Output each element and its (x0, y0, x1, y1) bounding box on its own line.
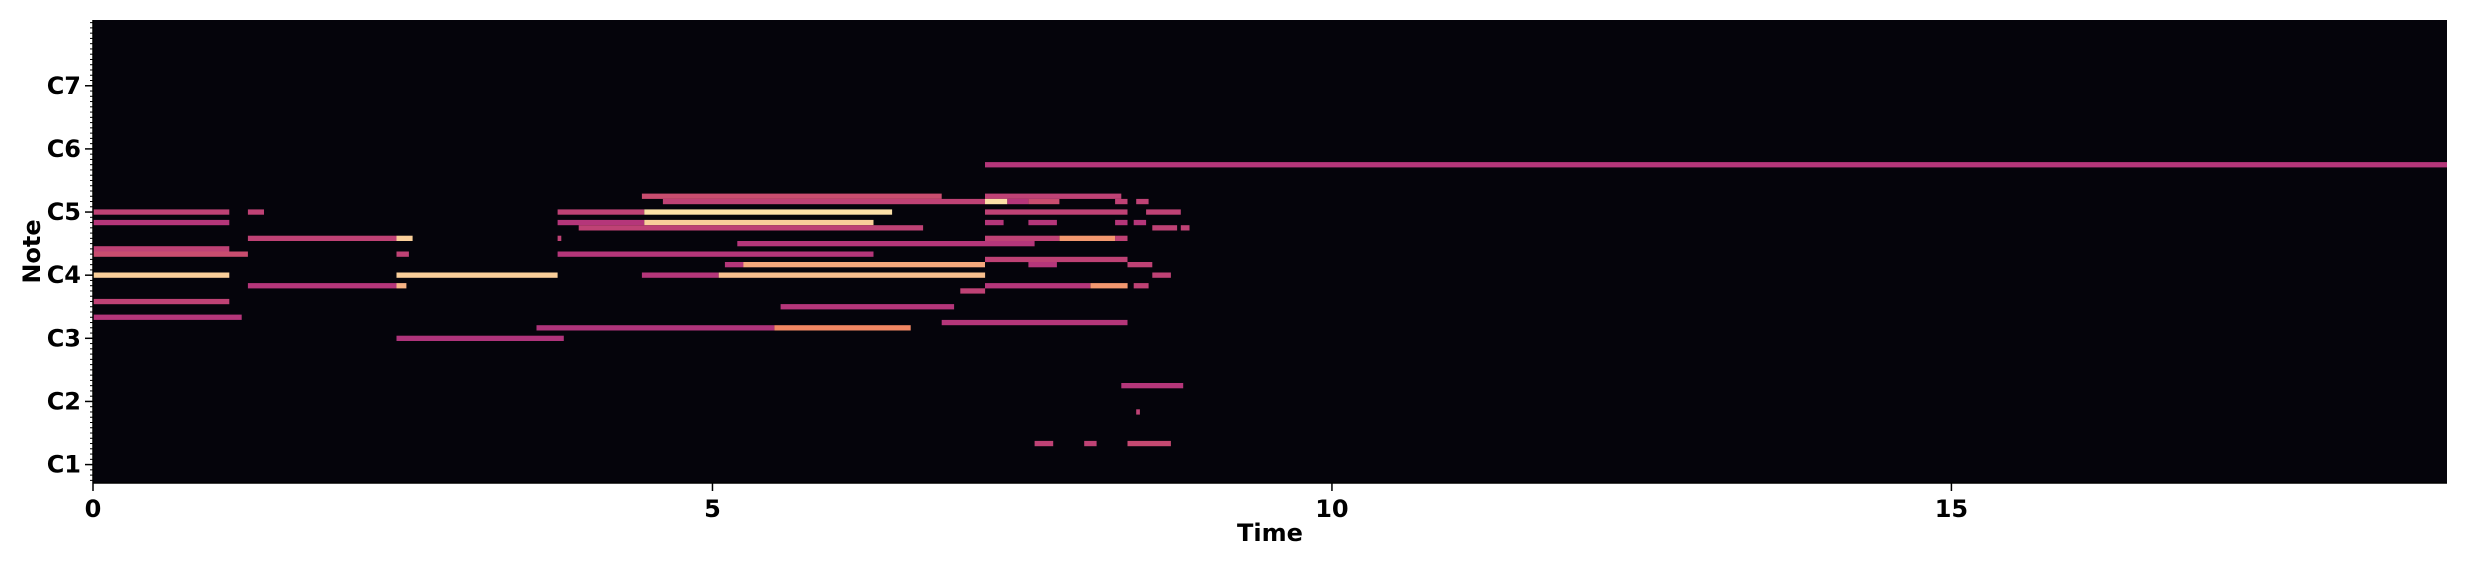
x-tick-label: 5 (704, 495, 721, 523)
note-bar (1136, 198, 1149, 205)
note-bar (780, 304, 955, 310)
note-bar (557, 251, 874, 257)
note-bar (1136, 409, 1140, 415)
note-bar (641, 193, 942, 199)
note-bar (578, 225, 924, 231)
note-bar (985, 283, 1091, 289)
note-bar (737, 241, 1035, 247)
y-tick-label: C1 (47, 451, 81, 479)
note-bar (93, 251, 248, 257)
y-tick-label: C2 (47, 387, 81, 415)
note-bar (396, 272, 558, 278)
y-axis-ticks: C1 C2 C3 C4 C5 C6 C7 (47, 72, 93, 479)
note-bar (985, 235, 1060, 241)
note-bar (1115, 219, 1128, 226)
note-bar (396, 235, 413, 241)
note-bar (247, 235, 397, 241)
note-bar (247, 283, 397, 289)
note-bar (1133, 283, 1149, 289)
note-bar (985, 162, 2447, 168)
note-bar (93, 314, 242, 320)
note-bar (985, 209, 1128, 215)
note-bar (1007, 198, 1029, 205)
note-bar (1127, 440, 1171, 447)
note-bar (536, 325, 775, 331)
note-bar (743, 262, 985, 268)
note-bar (1115, 235, 1128, 241)
note-bar (644, 209, 893, 215)
y-axis-label: Note (18, 219, 46, 283)
note-bar (1034, 440, 1054, 447)
y-tick-label: C7 (47, 72, 81, 100)
y-tick-label: C4 (47, 261, 81, 289)
x-tick-label: 10 (1315, 495, 1348, 523)
note-bar (941, 319, 1128, 326)
note-bar (1121, 383, 1184, 389)
note-bar (557, 219, 645, 226)
y-tick-label: C5 (47, 198, 81, 226)
note-bar (93, 209, 230, 215)
note-bar (93, 246, 230, 252)
note-bar (985, 256, 1128, 263)
plot-area (93, 20, 2447, 483)
note-bar (1146, 209, 1181, 215)
note-bar (985, 219, 1004, 226)
x-axis-ticks: 0 5 10 15 (85, 483, 1968, 523)
note-bar (985, 198, 1008, 205)
note-bar (1090, 283, 1128, 289)
note-bar (93, 219, 230, 226)
note-bar (1152, 272, 1171, 278)
note-bar (396, 335, 564, 341)
note-bar (396, 251, 409, 257)
note-bar (93, 298, 230, 305)
note-bar (247, 209, 264, 215)
note-bar (774, 325, 911, 331)
note-bar (1084, 440, 1097, 447)
note-bar (396, 283, 407, 289)
note-bar (1028, 219, 1057, 226)
note-bar (985, 193, 1122, 199)
note-bar (641, 272, 719, 278)
note-bar (718, 272, 986, 278)
notes-layer (93, 162, 2447, 447)
note-bar (1133, 219, 1147, 226)
note-bar (93, 272, 230, 278)
y-tick-label: C3 (47, 324, 81, 352)
y-tick-label: C6 (47, 135, 81, 163)
note-bar (1180, 225, 1190, 231)
note-bar (1028, 198, 1060, 205)
note-bar (1127, 262, 1153, 268)
note-bar (1152, 225, 1178, 231)
note-bar (1028, 262, 1057, 268)
note-bar (557, 235, 562, 241)
note-bar (1059, 235, 1116, 241)
note-bar (960, 288, 986, 294)
note-bar (662, 198, 985, 205)
note-bar (724, 262, 744, 268)
x-axis-label: Time (1237, 519, 1303, 547)
x-tick-label: 15 (1935, 495, 1968, 523)
note-bar (644, 219, 874, 226)
note-bar (1115, 198, 1128, 205)
note-bar (557, 209, 645, 215)
x-tick-label: 0 (85, 495, 102, 523)
